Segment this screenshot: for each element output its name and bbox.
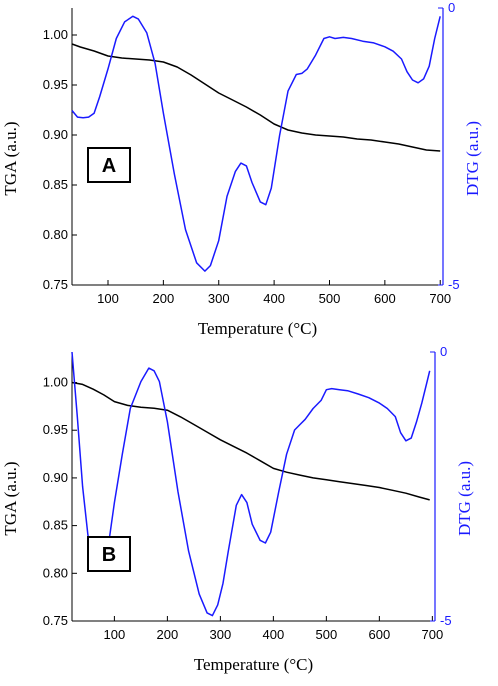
x-tick-label: 200: [157, 627, 179, 642]
y-left-tick-label: 0.85: [43, 177, 68, 192]
y-left-tick-label: 0.75: [43, 613, 68, 628]
x-tick-label: 500: [319, 291, 341, 306]
x-tick-label: 500: [316, 627, 338, 642]
panel-label: B: [102, 544, 116, 566]
x-axis-title: Temperature (°C): [194, 655, 313, 674]
x-tick-label: 100: [104, 627, 126, 642]
x-tick-label: 700: [429, 291, 451, 306]
y-left-tick-label: 0.95: [43, 77, 68, 92]
tga-series-line: [71, 381, 430, 501]
x-tick-label: 400: [263, 627, 285, 642]
panel-label-box: [87, 536, 131, 572]
y-left-tick-label: 1.00: [43, 375, 68, 390]
y-left-tick-label: 0.85: [43, 518, 68, 533]
y-right-tick-label: 0: [440, 344, 447, 359]
y-right-tick-label: -5: [440, 613, 452, 628]
y-right-axis-title: DTG (a.u.): [455, 461, 474, 536]
panel-label-box: [87, 147, 131, 183]
y-right-axis-title: DTG (a.u.): [463, 121, 482, 196]
x-tick-label: 400: [263, 291, 285, 306]
y-left-tick-label: 0.95: [43, 422, 68, 437]
x-tick-label: 200: [153, 291, 175, 306]
x-tick-label: 700: [421, 627, 443, 642]
x-tick-label: 100: [97, 291, 119, 306]
x-axis-title: Temperature (°C): [198, 319, 317, 338]
chart-panel-b: 100 200 300 400 500 600 700 0.75 0.80 0.85 0.90 0.9…: [1, 344, 474, 674]
y-left-axis-title: TGA (a.u.): [1, 121, 20, 195]
y-left-tick-label: 0.80: [43, 227, 68, 242]
dtg-series-line: [71, 351, 431, 617]
y-right-tick-label: -5: [448, 277, 460, 292]
chart-panel-a: 100 200 300 400 500 600 700 0.75 0.80 0.85 0.90 0.9…: [1, 0, 482, 338]
y-left-axis-title: TGA (a.u.): [1, 461, 20, 535]
x-tick-label: 300: [210, 627, 232, 642]
dtg-series-line: [71, 15, 441, 272]
tga-series-line: [71, 43, 441, 152]
y-left-tick-label: 0.90: [43, 470, 68, 485]
y-right-tick-label: 0: [448, 0, 455, 15]
y-left-tick-label: 0.90: [43, 127, 68, 142]
y-left-tick-label: 0.80: [43, 565, 68, 580]
panel-label: A: [102, 155, 116, 177]
x-tick-label: 600: [374, 291, 396, 306]
y-left-tick-label: 1.00: [43, 27, 68, 42]
x-tick-label: 600: [369, 627, 391, 642]
x-tick-label: 300: [208, 291, 230, 306]
y-left-tick-label: 0.75: [43, 277, 68, 292]
